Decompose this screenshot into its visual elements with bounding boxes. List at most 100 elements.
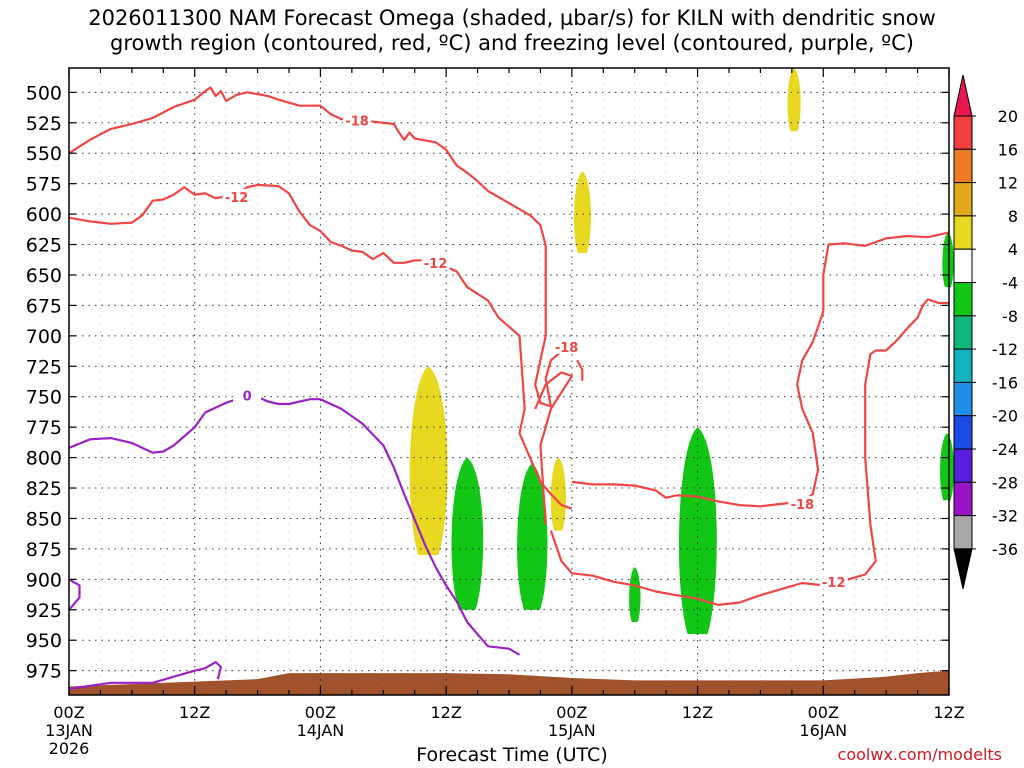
contour-label: -18 xyxy=(791,498,815,513)
dgz-contour-2 xyxy=(68,183,573,510)
dgz-contour-5 xyxy=(571,231,950,508)
colorbar-label: -8 xyxy=(1002,307,1018,326)
y-tick-label: 600 xyxy=(26,204,62,226)
contour-label-bg xyxy=(421,254,450,270)
contour-label-bg xyxy=(819,573,848,589)
y-tick-label: 725 xyxy=(26,356,62,378)
contour-label: 0 xyxy=(243,390,252,405)
colorbar-label: -28 xyxy=(992,473,1018,492)
y-tick-label: 625 xyxy=(26,235,62,257)
colorbar-label: -36 xyxy=(992,540,1018,559)
colorbar-swatch xyxy=(953,515,973,550)
colorbar-label: 12 xyxy=(998,174,1018,193)
colorbar-swatch xyxy=(953,215,973,250)
y-axis: 500 525 550 575 600 625 650 675 700 725 750 775 800 8… xyxy=(26,82,949,683)
x-tick-label: 12Z xyxy=(430,703,461,722)
omega-region-10 xyxy=(942,232,954,288)
colorbar-label: 8 xyxy=(1008,207,1018,226)
y-tick-label: 575 xyxy=(26,174,62,196)
omega-region-6 xyxy=(517,463,548,610)
x-year-label: 2026 xyxy=(49,739,90,758)
colorbar-label: 20 xyxy=(998,107,1018,126)
plot-background xyxy=(69,68,949,695)
x-tick-label: 00Z xyxy=(556,703,587,722)
y-tick-label: 700 xyxy=(26,326,62,348)
colorbar-swatch xyxy=(953,481,973,517)
omega-region-2 xyxy=(550,457,566,531)
colorbar-swatch xyxy=(953,381,973,417)
y-tick-label: 825 xyxy=(26,478,62,500)
y-tick-label: 500 xyxy=(26,82,62,104)
dgz-contour-7 xyxy=(576,359,584,381)
colorbar-label: -24 xyxy=(992,440,1018,459)
contour-label: -18 xyxy=(345,114,369,129)
x-date-label: 16JAN xyxy=(799,721,847,740)
colorbar-swatch xyxy=(953,182,973,217)
omega-region-7 xyxy=(629,567,641,622)
x-tick-label: 00Z xyxy=(53,703,84,722)
y-tick-label: 900 xyxy=(26,569,62,591)
x-date-label: 14JAN xyxy=(297,721,345,740)
colorbar-swatch xyxy=(953,448,973,483)
omega-region-4 xyxy=(787,68,801,132)
contour-label: -12 xyxy=(822,576,846,591)
contour-label-bg xyxy=(222,189,251,205)
colorbar-swatch xyxy=(953,148,973,184)
x-tick-label: 00Z xyxy=(305,703,336,722)
y-tick-label: 775 xyxy=(26,417,62,439)
colorbar-label: -32 xyxy=(992,507,1018,526)
colorbar-top-arrow xyxy=(953,74,973,117)
colorbar-label: 16 xyxy=(998,140,1018,159)
y-tick-label: 650 xyxy=(26,265,62,287)
contour-label-bg xyxy=(552,338,581,354)
contour-label-bg xyxy=(343,112,372,128)
freezing-level-contour-3 xyxy=(68,660,222,690)
contour-label: -12 xyxy=(424,257,448,272)
x-tick-label: 12Z xyxy=(933,703,964,722)
omega-region-1 xyxy=(409,366,448,555)
colorbar-label: 4 xyxy=(1008,240,1018,259)
dgz-contour-1 xyxy=(68,86,552,408)
contour-label-bg xyxy=(788,495,817,511)
contour-label-bg xyxy=(233,387,262,403)
y-tick-label: 850 xyxy=(26,508,62,530)
colorbar-label: -16 xyxy=(992,373,1018,392)
x-tick-label: 12Z xyxy=(682,703,713,722)
freezing-level-contour-2 xyxy=(68,578,81,611)
grid-layer xyxy=(69,68,949,695)
colorbar-swatch xyxy=(953,115,973,150)
omega-region-5 xyxy=(451,457,484,610)
colorbar-label: -20 xyxy=(992,407,1018,426)
colorbar-swatch xyxy=(953,348,973,383)
colorbar-label: -12 xyxy=(992,340,1018,359)
colorbar-label: -4 xyxy=(1002,274,1018,293)
x-axis-title: Forecast Time (UTC) xyxy=(416,744,608,766)
y-tick-label: 800 xyxy=(26,448,62,470)
omega-region-3 xyxy=(573,171,591,254)
contour-label: -18 xyxy=(555,341,579,356)
x-tick-label: 00Z xyxy=(808,703,839,722)
x-date-label: 13JAN xyxy=(45,721,93,740)
contour-layer: -18 -12 -12 -18 -18 -12 0 xyxy=(68,86,950,690)
y-tick-label: 925 xyxy=(26,600,62,622)
y-tick-label: 675 xyxy=(26,295,62,317)
x-date-label: 15JAN xyxy=(548,721,596,740)
colorbar-swatch xyxy=(953,315,973,350)
freezing-level-contour-1 xyxy=(68,394,521,656)
colorbar-swatch xyxy=(953,282,973,317)
chart-title: 2026011300 NAM Forecast Omega (shaded, µ… xyxy=(88,6,936,55)
y-tick-label: 525 xyxy=(26,113,62,135)
contour-label: -12 xyxy=(225,191,249,206)
colorbar: 20 16 12 8 4 -4 -8 -12 -16 -20 -24 -28 -32 -36 xyxy=(953,74,1018,590)
x-tick-label: 12Z xyxy=(179,703,210,722)
colorbar-swatch xyxy=(953,415,973,450)
credit-link[interactable]: coolwx.com/modelts xyxy=(837,745,1002,764)
y-tick-label: 550 xyxy=(26,143,62,165)
omega-region-9 xyxy=(940,433,954,501)
y-tick-label: 975 xyxy=(26,661,62,683)
dgz-contour-4 xyxy=(534,371,574,525)
colorbar-swatch xyxy=(953,248,973,283)
colorbar-bottom-arrow xyxy=(953,548,973,590)
